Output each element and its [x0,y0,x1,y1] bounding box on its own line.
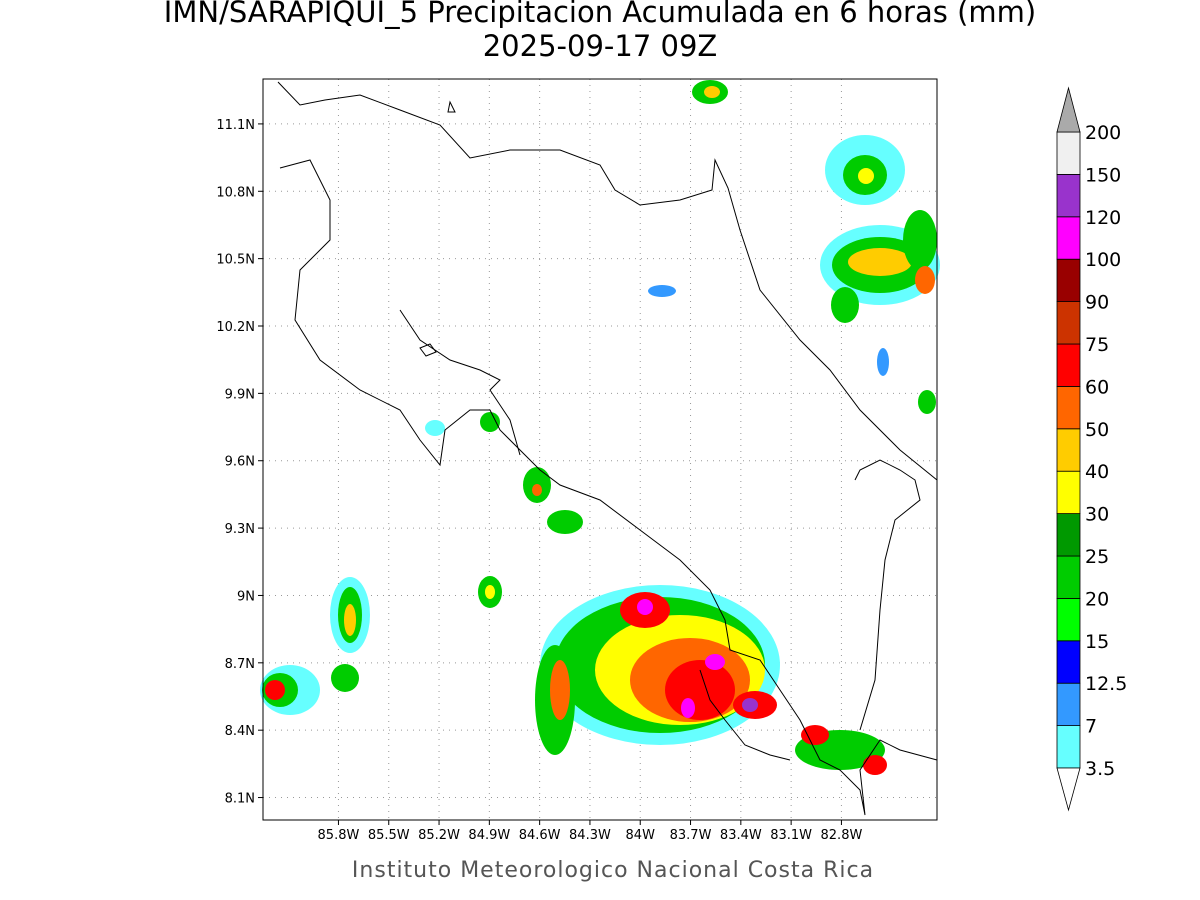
colorbar-label: 3.5 [1085,758,1115,780]
x-tick-label: 84.6W [519,828,561,843]
y-tick-label: 10.8N [216,185,255,200]
y-tick-label: 9.6N [225,455,255,470]
colorbar-label: 40 [1085,461,1109,483]
colorbar-box [1056,428,1081,472]
y-tick-label: 9.3N [225,522,255,537]
colorbar-under [1056,767,1081,812]
colorbar-label: 12.5 [1085,673,1127,695]
x-tick-label: 83.1W [770,828,812,843]
colorbar-label: 20 [1085,588,1109,610]
x-tick-label: 85.8W [318,828,360,843]
footer: Instituto Meteorologico Nacional Costa R… [352,858,874,883]
colorbar-label: 100 [1085,249,1121,271]
title: IMN/SARAPIQUI_5 Precipitacion Acumulada … [164,0,1036,29]
colorbar-label: 75 [1085,334,1109,356]
x-tick-label: 84.9W [468,828,510,843]
colorbar-label: 7 [1085,716,1097,738]
x-tick-label: 84W [626,828,656,843]
y-tick-label: 10.5N [216,253,255,268]
y-tick-label: 9N [237,589,255,604]
colorbar-box [1056,513,1081,557]
colorbar-label: 120 [1085,207,1121,229]
colorbar-label: 30 [1085,504,1109,526]
colorbar-label: 200 [1085,122,1121,144]
colorbar-label: 15 [1085,631,1109,653]
colorbar-label: 60 [1085,376,1109,398]
colorbar-box [1056,555,1081,599]
colorbar-label: 90 [1085,292,1109,314]
colorbar-label: 50 [1085,419,1109,441]
colorbar-box [1056,216,1081,260]
colorbar-label: 150 [1085,164,1121,186]
colorbar-box [1056,343,1081,387]
colorbar-box [1056,131,1081,175]
map-frame [262,78,938,821]
colorbar-box [1056,385,1081,430]
colorbar-box [1056,682,1081,727]
x-tick-label: 82.8W [821,828,863,843]
x-tick-label: 83.4W [720,828,762,843]
colorbar-box [1056,470,1081,515]
x-tick-label: 85.5W [368,828,410,843]
colorbar: 3.5 7 12.5 15 20 25 30 40 50 60 75 90 100 120 150 200 [1056,86,1127,812]
subtitle: 2025-09-17 09Z [483,29,718,63]
x-tick-label: 83.7W [670,828,712,843]
colorbar-box [1056,598,1081,642]
y-tick-label: 8.7N [225,657,255,672]
y-tick-label: 8.4N [225,724,255,739]
y-tick-label: 9.9N [225,387,255,402]
colorbar-box [1056,173,1081,218]
y-tick-label: 11.1N [216,118,255,133]
colorbar-box [1056,640,1081,684]
map [260,78,940,821]
x-tick-label: 85.2W [418,828,460,843]
y-tick-label: 10.2N [216,320,255,335]
colorbar-box [1056,258,1081,303]
y-tick-label: 8.1N [225,792,255,807]
coastline [277,81,938,816]
colorbar-over [1056,86,1081,133]
colorbar-label: 25 [1085,546,1109,568]
colorbar-box [1056,725,1081,769]
x-tick-label: 84.3W [569,828,611,843]
colorbar-box [1056,301,1081,345]
precipitation [260,80,940,775]
